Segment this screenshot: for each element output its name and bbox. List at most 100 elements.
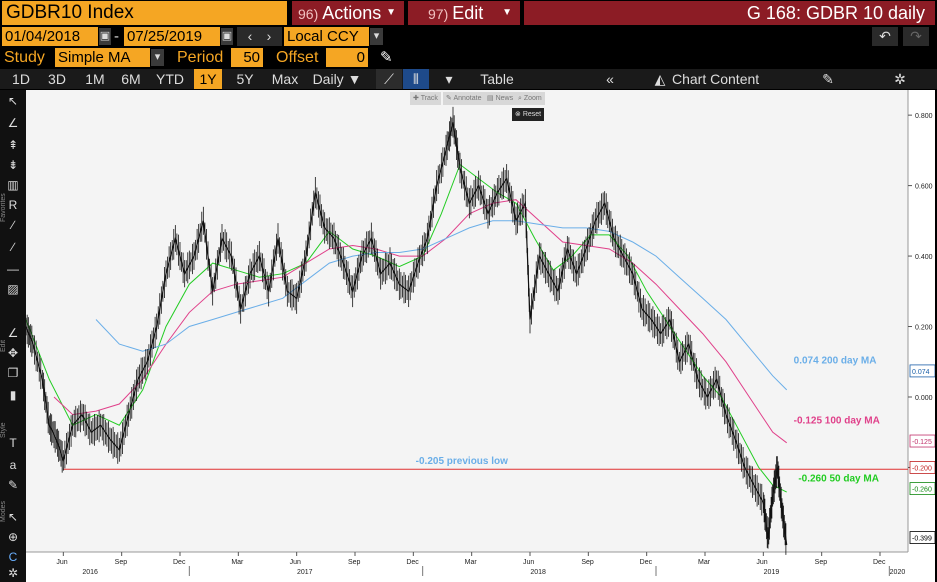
period-tab-1m[interactable]: 1M: [85, 71, 105, 87]
period-input[interactable]: 50: [231, 48, 263, 67]
y-axis-panel: [908, 90, 935, 582]
period-tab-ytd[interactable]: YTD: [156, 71, 184, 87]
annotate-label: Annotate: [453, 95, 482, 102]
x-tick-label: Jun: [56, 559, 67, 566]
font-icon[interactable]: a: [9, 458, 17, 472]
edit-menu[interactable]: 97) Edit ▼: [408, 1, 520, 25]
toolbar-section-favorites: Favorites: [0, 193, 7, 222]
brush-icon[interactable]: ∕: [11, 218, 14, 232]
chart-content-button[interactable]: Chart Content: [672, 71, 760, 87]
news-button[interactable]: ▤ News: [484, 92, 517, 105]
price-chart[interactable]: 0.800 0.600 0.400 0.200 0.000 -0.200 Jun Sep Dec…: [26, 90, 935, 582]
reset-button[interactable]: ⊗ Reset: [512, 108, 545, 121]
study-select[interactable]: Simple MA: [55, 48, 150, 67]
chevron-down-icon[interactable]: ▾: [445, 71, 453, 87]
x-tick-label: Mar: [698, 559, 711, 566]
caret-down-icon: ▼: [386, 7, 396, 18]
zoom-label: Zoom: [523, 95, 542, 102]
fib-icon[interactable]: ⇞: [7, 138, 19, 152]
x-tick-label: Mar: [465, 559, 478, 566]
retrace-icon[interactable]: ⇟: [7, 158, 19, 172]
chevron-down-icon[interactable]: ▾: [370, 28, 383, 45]
draw-icon[interactable]: ∠: [7, 326, 19, 340]
chart-content-icon: ◭: [654, 71, 666, 87]
collapse-icon[interactable]: «: [606, 71, 614, 87]
page-title: G 168: GDBR 10 daily: [524, 1, 935, 25]
frequency-select[interactable]: Daily ▼: [312, 71, 362, 87]
track-button[interactable]: ✚ Track: [410, 92, 441, 105]
chart-annotation: 0.074 200 day MA: [794, 356, 877, 367]
start-date-input[interactable]: 01/04/2018: [2, 27, 98, 46]
edit-label: Edit: [452, 3, 484, 23]
period-label: Period: [177, 49, 224, 66]
delete-icon[interactable]: ▮: [9, 388, 17, 402]
offset-input[interactable]: 0: [326, 48, 368, 67]
offset-label: Offset: [276, 49, 319, 66]
x-tick-label: Jun: [523, 559, 534, 566]
caret-down-icon: ▼: [502, 7, 512, 18]
period-tabs: 1D 3D 1M 6M YTD 1Y 5Y Max Daily ▼ ⟋ ⫴ ▾ Table «…: [0, 69, 937, 89]
y-tick-label: 0.400: [915, 254, 933, 261]
series-line-price: [26, 122, 788, 546]
text-tool-icon[interactable]: T: [9, 436, 17, 450]
x-tick-label: Sep: [581, 559, 594, 566]
mode-c-icon[interactable]: C: [8, 550, 18, 564]
zoom-mode-icon[interactable]: ⊕: [7, 530, 19, 544]
period-tab-max[interactable]: Max: [271, 71, 299, 87]
line-tool-icon[interactable]: ∠: [7, 116, 19, 130]
period-tab-5y[interactable]: 5Y: [236, 71, 254, 87]
actions-label: Actions: [322, 3, 382, 23]
undo-icon[interactable]: ↶: [872, 27, 898, 46]
x-tick-label: Sep: [115, 559, 128, 566]
chevron-right-icon[interactable]: ›: [256, 27, 282, 46]
stripe-icon[interactable]: ▨: [7, 282, 19, 296]
move-icon[interactable]: ✥: [7, 346, 19, 360]
series-line-ma100: [53, 199, 788, 444]
x-tick-label: Dec: [873, 559, 886, 566]
chart-annotation: -0.205 previous low: [416, 456, 508, 467]
calendar-icon[interactable]: ▣: [99, 28, 111, 45]
calendar-icon[interactable]: ▣: [221, 28, 233, 45]
period-tab-6m[interactable]: 6M: [121, 71, 141, 87]
x-tick-label: Sep: [815, 559, 828, 566]
pen-icon[interactable]: ∕: [11, 240, 14, 254]
table-button[interactable]: Table: [480, 71, 514, 87]
y-tick-label: 0.800: [915, 113, 933, 120]
copy-icon[interactable]: ❐: [7, 366, 19, 380]
year-tick-label: 2016: [82, 569, 98, 576]
period-tab-1d[interactable]: 1D: [12, 71, 30, 87]
reset-label: Reset: [522, 111, 542, 118]
x-tick-label: Jun: [756, 559, 767, 566]
pointer-icon[interactable]: ↖: [7, 94, 19, 108]
edit-chart-icon[interactable]: ✎: [822, 71, 834, 87]
channel-icon[interactable]: ▥: [7, 178, 19, 192]
gear-icon[interactable]: ✲: [894, 71, 906, 87]
end-date-input[interactable]: 07/25/2019: [124, 27, 220, 46]
range-dash: -: [114, 28, 119, 45]
zoom-button[interactable]: ⌕ Zoom: [515, 92, 545, 105]
actions-number: 96): [298, 6, 319, 22]
hline-icon[interactable]: —: [7, 262, 19, 276]
pencil-icon[interactable]: ✎: [380, 49, 393, 66]
currency-select[interactable]: Local CCY: [284, 27, 369, 46]
period-tab-3d[interactable]: 3D: [48, 71, 66, 87]
period-tab-1y[interactable]: 1Y: [194, 69, 222, 89]
style-icon[interactable]: ✎: [7, 478, 19, 492]
value-label: 0.074: [912, 369, 930, 376]
year-tick-label: 2018: [530, 569, 546, 576]
annotate-button[interactable]: ✎ Annotate: [443, 92, 485, 105]
x-tick-label: Dec: [640, 559, 653, 566]
chevron-down-icon[interactable]: ▾: [151, 49, 164, 66]
series-line-ma200: [95, 220, 788, 391]
ticker-field[interactable]: GDBR10 Index: [2, 1, 287, 25]
year-tick-label: 2019: [764, 569, 780, 576]
redo-icon[interactable]: ↷: [903, 27, 929, 46]
ruler-icon[interactable]: R: [8, 198, 18, 212]
line-chart-icon[interactable]: ⟋: [376, 69, 402, 89]
x-tick-label: Mar: [231, 559, 244, 566]
bar-chart-icon[interactable]: ⫴: [403, 69, 429, 89]
cursor-mode-icon[interactable]: ↖: [7, 510, 19, 524]
actions-menu[interactable]: 96) Actions ▼: [292, 1, 404, 25]
gear-icon[interactable]: ✲: [7, 566, 19, 580]
x-axis-panel: [26, 552, 935, 582]
